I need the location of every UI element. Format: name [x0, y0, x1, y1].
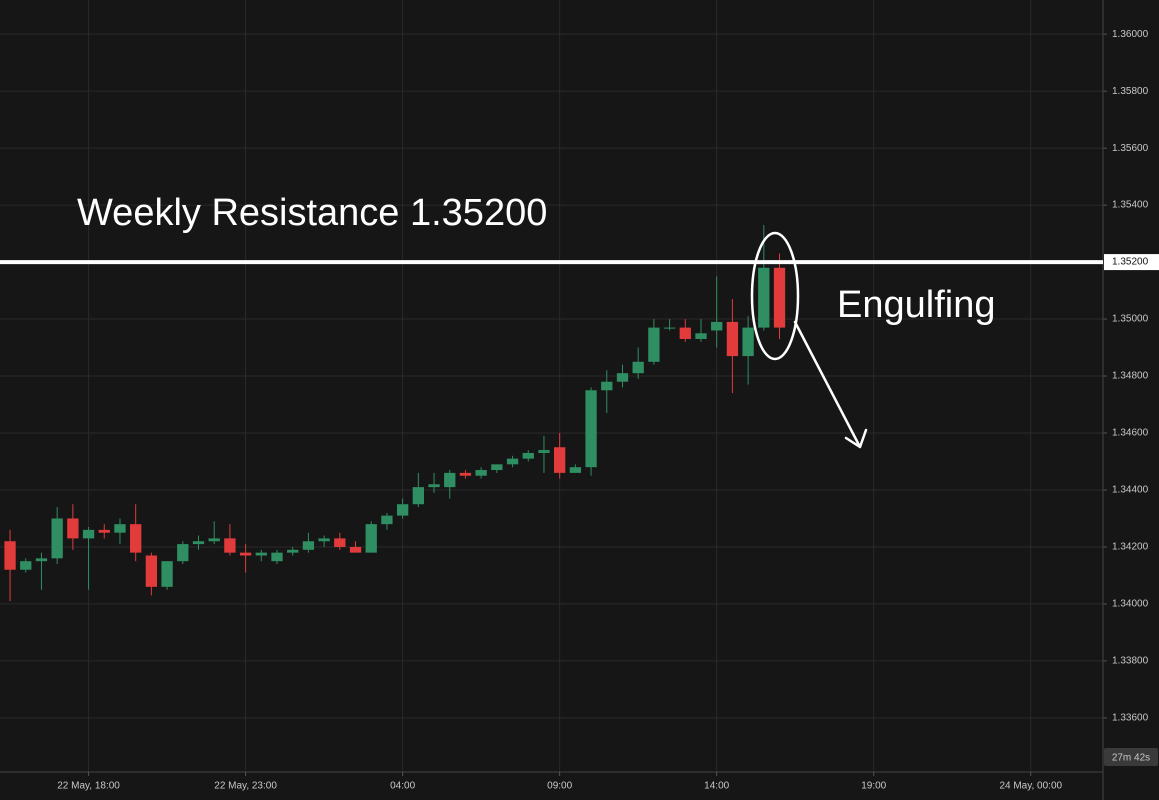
candle-body [632, 361, 644, 374]
candle-body [616, 373, 629, 382]
candle-body [412, 487, 424, 505]
candle-body [428, 484, 440, 488]
candle-body [20, 561, 32, 570]
candle-body [491, 464, 503, 471]
candle-body [396, 504, 409, 516]
y-tick-label: 1.33800 [1112, 656, 1149, 667]
y-tick-label: 1.35400 [1112, 200, 1149, 211]
x-tick-label: 22 May, 18:00 [57, 781, 120, 792]
candle-body [679, 327, 691, 339]
axes: 1.33600 1.33800 1.34000 1.34200 1.34400 1.346… [57, 29, 1148, 792]
candle-body [255, 552, 267, 556]
y-tick-label: 1.35000 [1112, 314, 1149, 325]
candle-body [67, 518, 79, 539]
candle-body [475, 470, 487, 476]
candle-body [287, 549, 299, 553]
candle-body [585, 390, 597, 468]
y-tick-label: 1.34800 [1112, 371, 1149, 382]
candle-body [239, 552, 252, 556]
candle-body [726, 321, 739, 357]
highlight-ellipse [750, 231, 800, 361]
candle-body [742, 327, 754, 357]
y-tick-label: 1.34600 [1112, 428, 1149, 439]
candle-body [334, 538, 346, 547]
candle-body [695, 333, 707, 339]
countdown: 27m 42s [1112, 753, 1150, 764]
candle-body [35, 558, 48, 562]
candles [4, 225, 786, 602]
candle-body [663, 327, 676, 329]
y-tick-label: 1.36000 [1112, 29, 1149, 40]
candle-body [444, 472, 456, 488]
candle-body [459, 472, 472, 476]
grid [0, 0, 1103, 772]
candle-body [302, 541, 315, 550]
x-tick-label: 14:00 [704, 781, 729, 792]
x-tick-label: 24 May, 00:00 [999, 781, 1062, 792]
y-tick-label: 1.35800 [1112, 86, 1149, 97]
y-tick-label: 1.34200 [1112, 542, 1149, 553]
y-tick-label: 1.33600 [1112, 713, 1149, 724]
candle-body [522, 452, 534, 459]
candle-body [318, 538, 330, 542]
y-tick-label: 1.34400 [1112, 485, 1149, 496]
candle-body [601, 381, 613, 391]
candle-body [161, 561, 173, 587]
candle-body [349, 546, 362, 553]
candle-body [224, 538, 236, 553]
resistance-annotation: Weekly Resistance 1.35200 [77, 192, 547, 234]
resistance-price-label: 1.35200 [1112, 257, 1149, 268]
candle-body [554, 447, 566, 473]
candle-body [381, 515, 393, 525]
candle-body [130, 524, 142, 553]
candle-body [82, 529, 95, 539]
y-tick-label: 1.35600 [1112, 143, 1149, 154]
candle-body [98, 529, 110, 533]
candle-body [758, 267, 770, 328]
candle-body [208, 538, 220, 542]
candle-body [145, 555, 158, 587]
resistance-price-box [1104, 254, 1159, 271]
countdown-box [1104, 748, 1158, 766]
candle-body [51, 518, 63, 559]
candle-body [569, 467, 582, 473]
candle-body [648, 327, 660, 362]
y-tick-label: 1.34000 [1112, 599, 1149, 610]
x-tick-label: 04:00 [390, 781, 415, 792]
candle-body [114, 524, 126, 533]
candle-body [271, 552, 283, 562]
candle-body [711, 321, 723, 331]
arrow [793, 320, 868, 449]
x-tick-label: 09:00 [547, 781, 572, 792]
x-tick-label: 19:00 [861, 781, 886, 792]
candle-body [365, 524, 377, 553]
x-tick-label: 22 May, 23:00 [214, 781, 277, 792]
candle-body [506, 458, 519, 465]
pattern-annotation: Engulfing [837, 284, 995, 326]
candle-body [538, 450, 550, 453]
candle-body [4, 541, 16, 570]
candle-body [773, 267, 786, 328]
candle-body [177, 544, 189, 562]
candle-body [192, 541, 205, 545]
